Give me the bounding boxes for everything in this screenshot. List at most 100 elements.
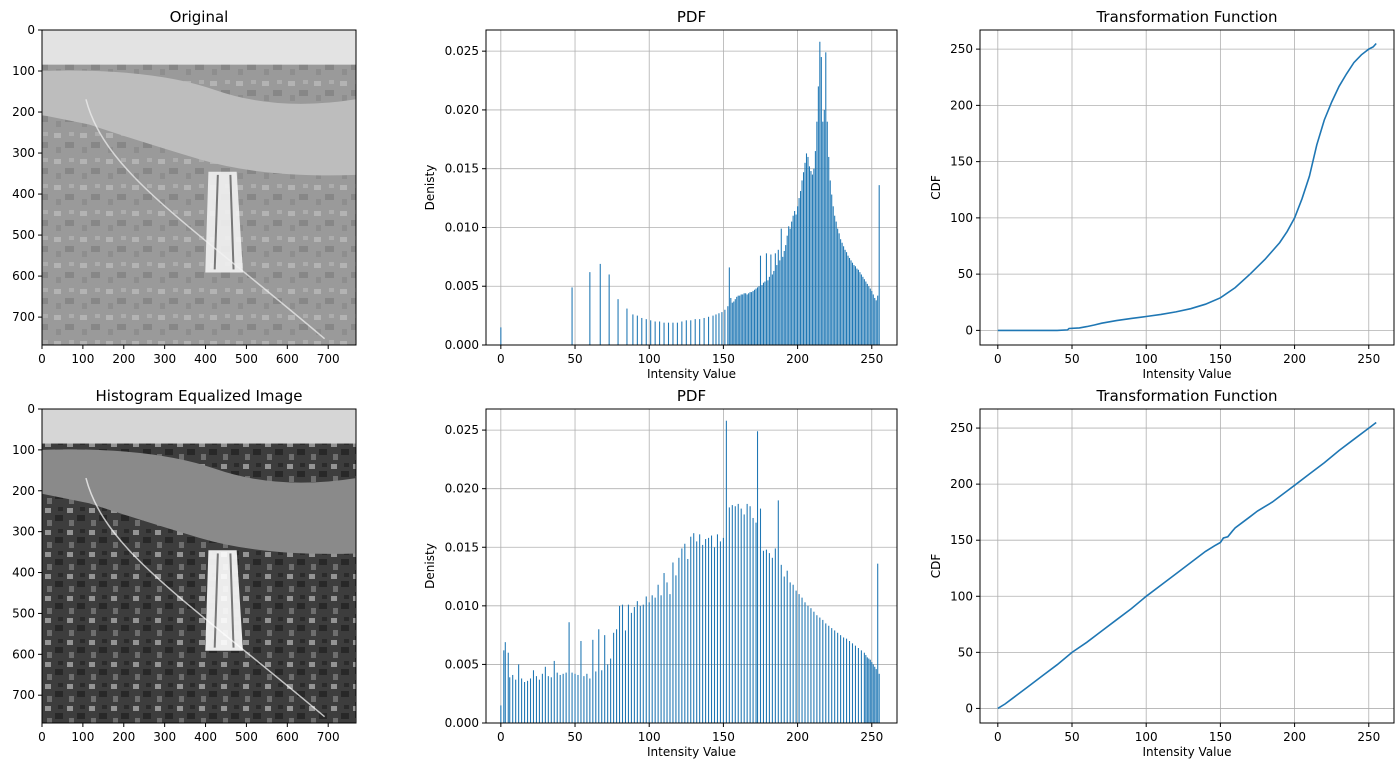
histogram-bar <box>765 253 767 345</box>
histogram-bar <box>810 608 812 723</box>
histogram-bar <box>712 315 714 345</box>
histogram-bar <box>715 314 717 345</box>
histogram-bar <box>705 539 707 723</box>
histogram-bar <box>731 505 733 723</box>
histogram-bar <box>792 215 794 345</box>
axes-frame <box>485 29 898 346</box>
histogram-bar <box>840 635 842 723</box>
histogram-bar <box>837 632 839 723</box>
histogram-bar <box>805 153 808 345</box>
x-tick-label: 700 <box>317 730 340 744</box>
histogram-bar <box>667 322 670 345</box>
histogram-bar <box>574 673 576 723</box>
histogram-bar <box>811 174 813 345</box>
histogram-bar <box>794 211 796 345</box>
histogram-bar <box>872 294 874 345</box>
subplot-6: Transformation Function 0 50 100 150 200 250 0 5… <box>929 387 1395 759</box>
x-tick-label: 500 <box>235 352 258 366</box>
histogram-bar <box>783 250 785 345</box>
histogram-bar <box>730 297 732 345</box>
histogram-bar <box>752 290 754 345</box>
histogram-bar <box>746 503 748 723</box>
histogram-bar <box>825 623 827 723</box>
y-tick-label: 600 <box>12 269 35 283</box>
subplot-1: Original 0 100 200 300 400 500 600 700 0 100 200 300… <box>12 8 357 366</box>
histogram-bar <box>813 168 815 345</box>
photo-runway-line <box>229 553 235 648</box>
histogram-bar <box>722 537 724 723</box>
x-tick-label: 250 <box>1357 352 1380 366</box>
histogram-bar <box>834 215 836 345</box>
x-tick-label: 200 <box>112 730 135 744</box>
histogram-bar <box>843 246 845 345</box>
histogram-bar <box>687 558 689 723</box>
histogram-bar <box>583 676 585 723</box>
histogram-bar <box>765 549 767 723</box>
x-tick-label: 150 <box>712 352 735 366</box>
photo-bay-water <box>42 449 356 554</box>
y-tick-label: 0.005 <box>445 657 479 671</box>
histogram-bar <box>755 522 757 723</box>
histogram-bar <box>754 289 756 345</box>
histogram-bar <box>868 658 870 723</box>
x-axis-label: Intensity Value <box>647 745 736 759</box>
histogram-bar <box>840 239 842 345</box>
histogram-bar <box>703 317 705 345</box>
histogram-bar <box>863 652 865 723</box>
x-tick-label: 200 <box>112 352 135 366</box>
histogram-bar <box>734 299 736 345</box>
histogram-bar <box>666 582 668 723</box>
x-tick-label: 50 <box>567 730 582 744</box>
histogram-bar <box>627 604 629 723</box>
histogram-bar <box>507 652 509 723</box>
histogram-bar <box>847 255 849 345</box>
histogram-bar <box>721 312 723 345</box>
y-tick-label: 200 <box>950 477 973 491</box>
y-tick-label: 0.005 <box>445 279 479 293</box>
histogram-bar <box>875 300 877 345</box>
x-tick-label: 250 <box>860 730 883 744</box>
x-tick-label: 150 <box>712 730 735 744</box>
histogram-bar <box>789 228 791 345</box>
histogram-bar <box>823 109 825 345</box>
histogram-bar <box>874 666 876 723</box>
histogram-bar <box>786 235 788 345</box>
histogram-bar <box>854 645 856 723</box>
x-tick-label: 400 <box>194 352 217 366</box>
histogram-bar <box>795 590 797 723</box>
histogram-bar <box>786 570 788 723</box>
histogram-bar <box>737 503 739 723</box>
histogram-bar <box>595 671 597 723</box>
histogram-bar <box>559 674 561 723</box>
photo-bay-water <box>42 70 356 176</box>
x-tick-label: 100 <box>638 352 661 366</box>
histogram-bar <box>577 674 579 723</box>
histogram-bar <box>690 536 692 723</box>
histogram-bar <box>524 681 526 723</box>
y-tick-label: 0.000 <box>445 716 479 730</box>
histogram-bar <box>759 508 762 723</box>
histogram-bar <box>851 643 854 723</box>
histogram-bar <box>651 595 653 723</box>
y-tick-label: 100 <box>950 211 973 225</box>
histogram-bar <box>518 664 520 723</box>
histogram-bar <box>598 629 600 723</box>
subplot-2: PDF 0 50 100 150 200 250 0.000 0.005 0.010 0.015 0.… <box>423 8 898 381</box>
histogram-bar <box>875 669 877 723</box>
histogram-bar <box>777 249 779 345</box>
histogram-bar <box>739 295 741 345</box>
histogram-bar <box>746 294 748 345</box>
histogram-bar <box>829 180 831 345</box>
y-tick-label: 0.020 <box>445 482 479 496</box>
photo-runway-line <box>229 174 235 270</box>
axes-frame <box>979 29 1395 346</box>
histogram-bar <box>771 557 773 723</box>
histogram-bar <box>801 180 803 345</box>
histogram-bar <box>532 670 535 723</box>
y-axis-label: CDF <box>929 554 943 579</box>
histogram-bar <box>854 266 856 345</box>
y-tick-label: 300 <box>12 525 35 539</box>
histogram-bar <box>848 258 851 345</box>
histogram-bar <box>521 678 523 723</box>
histogram-bar <box>748 293 750 345</box>
